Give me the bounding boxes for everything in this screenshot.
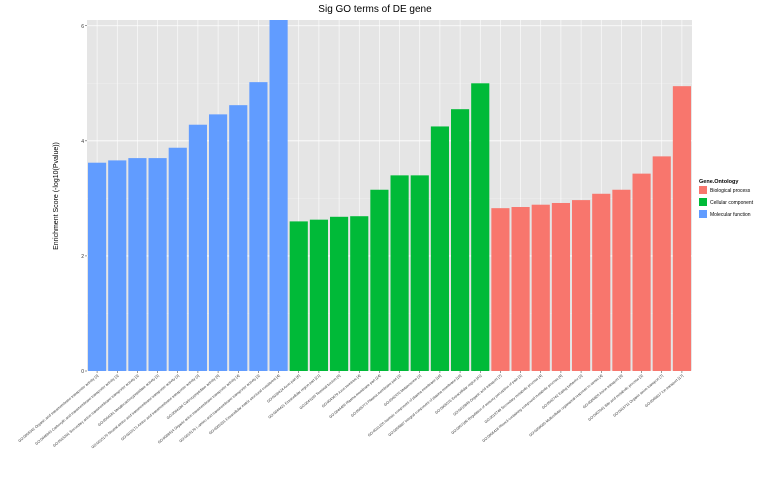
x-category-label: GO:0006820 Anion transport [9] bbox=[582, 374, 623, 410]
bar bbox=[612, 189, 631, 371]
bar bbox=[572, 200, 591, 371]
bar bbox=[511, 207, 530, 371]
x-category-label: GO:0042470 Melanosome [3] bbox=[383, 374, 422, 407]
x-category-label: GO:0005887 Integral component of plasma … bbox=[388, 374, 463, 438]
bar bbox=[309, 219, 328, 371]
x-category-label: GO:0005342 Organic acid transmembrane tr… bbox=[18, 374, 100, 443]
legend-label-biological-process: Biological process bbox=[710, 188, 751, 194]
legend: Gene.Ontology Biological process Cellula… bbox=[699, 179, 754, 218]
legend-swatch-cellular-component bbox=[699, 198, 707, 206]
bar bbox=[451, 109, 470, 371]
x-category-label: GO:0050000 Multicellular organismal resp… bbox=[528, 374, 603, 438]
legend-label-molecular-function: Molecular function bbox=[710, 212, 751, 218]
legend-swatch-molecular-function bbox=[699, 210, 707, 218]
x-category-label: GO:0043679 Axon terminus [4] bbox=[321, 374, 361, 409]
bar bbox=[289, 221, 308, 371]
bar bbox=[168, 147, 187, 371]
y-axis-label: Enrichment Score (-log10(Pvalue)) bbox=[53, 142, 60, 250]
x-category-label: GO:0031226 Intrinsic component of plasma… bbox=[367, 374, 442, 438]
y-tick-label: 0 bbox=[81, 369, 84, 375]
legend-label-cellular-component: Cellular component bbox=[710, 200, 754, 206]
bar bbox=[330, 216, 349, 371]
bar bbox=[269, 20, 288, 371]
bar bbox=[410, 175, 429, 371]
bar bbox=[430, 126, 449, 371]
bar bbox=[652, 156, 671, 371]
x-axis-category-labels: GO:0005342 Organic acid transmembrane tr… bbox=[18, 371, 684, 449]
x-category-label: GO:0042742 Eating behavior [3] bbox=[541, 374, 583, 410]
chart-title: Sig GO terms of DE gene bbox=[318, 4, 432, 15]
bar bbox=[209, 114, 228, 371]
bar bbox=[229, 105, 248, 372]
y-axis-ticks: 0 2 4 6 bbox=[81, 24, 87, 375]
bar bbox=[108, 160, 127, 371]
bar bbox=[148, 158, 167, 371]
bar bbox=[370, 189, 389, 371]
bar bbox=[249, 82, 268, 372]
y-tick-label: 4 bbox=[81, 139, 84, 145]
bar bbox=[390, 175, 409, 371]
legend-title: Gene.Ontology bbox=[699, 179, 739, 185]
bar bbox=[531, 204, 550, 371]
plot-panel bbox=[87, 20, 692, 371]
bar bbox=[188, 124, 207, 372]
bar bbox=[592, 193, 611, 371]
bars bbox=[88, 20, 691, 372]
legend-swatch-biological-process bbox=[699, 186, 707, 194]
x-category-label: GO:0007186 Regulation of sensory percept… bbox=[451, 374, 523, 435]
bar bbox=[491, 208, 510, 371]
bar bbox=[672, 86, 691, 372]
y-tick-label: 6 bbox=[81, 24, 84, 30]
bar bbox=[632, 173, 651, 371]
bar bbox=[551, 202, 570, 371]
x-category-label: GO:0043195 Terminal bouton [4] bbox=[299, 374, 341, 411]
bar bbox=[128, 158, 147, 371]
x-category-label: GO:0006817 Ion transport [17] bbox=[644, 374, 684, 408]
y-tick-label: 2 bbox=[81, 254, 84, 260]
bar bbox=[350, 216, 369, 371]
bar bbox=[471, 83, 490, 372]
bar bbox=[88, 162, 107, 371]
x-category-label: GO:0005201 Extracellular matrix structur… bbox=[208, 374, 281, 436]
